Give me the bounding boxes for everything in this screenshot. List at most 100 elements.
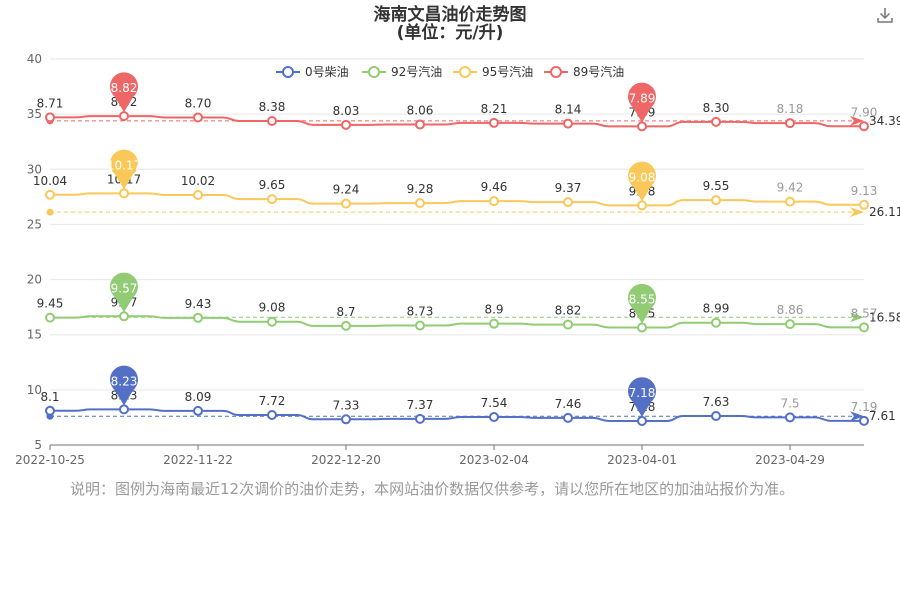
data-label: 8.71 bbox=[37, 96, 64, 110]
y-tick-label: 20 bbox=[27, 273, 42, 287]
min-pin-label: 7.89 bbox=[629, 91, 656, 105]
data-point bbox=[119, 311, 129, 322]
data-label: 8.82 bbox=[555, 304, 582, 318]
average-line-start bbox=[46, 208, 54, 216]
data-point bbox=[785, 118, 795, 129]
data-label: 10.04 bbox=[33, 174, 67, 188]
x-tick-label: 2022-12-20 bbox=[311, 453, 381, 467]
series-layer: 7.61 8.1 8.23 8.09 7.72 7.33 7.37 7.54 7.46 7.18 7… bbox=[33, 72, 900, 426]
data-label: 8.06 bbox=[407, 104, 434, 118]
data-label: 8.14 bbox=[555, 103, 582, 117]
data-point bbox=[415, 198, 425, 209]
legend-label: 0号柴油 bbox=[305, 65, 349, 79]
average-label: 7.61 bbox=[869, 409, 896, 423]
data-label: 8.18 bbox=[777, 102, 804, 116]
data-point bbox=[489, 318, 499, 329]
data-label: 8.21 bbox=[481, 102, 508, 116]
data-point bbox=[341, 198, 351, 209]
legend-item-3[interactable]: 89号汽油 bbox=[544, 64, 624, 79]
series-2: 26.11 10.04 10.17 10.02 9.65 9.24 9.28 9.46 9.37… bbox=[33, 149, 900, 219]
data-point bbox=[637, 200, 647, 211]
series-3: 34.39 8.71 8.82 8.70 8.38 8.03 8.06 8.21 8.14 7.8… bbox=[37, 72, 900, 132]
data-point bbox=[45, 405, 55, 416]
series-line bbox=[50, 115, 864, 128]
data-point bbox=[341, 414, 351, 425]
data-point bbox=[711, 410, 721, 421]
data-label: 8.1 bbox=[40, 390, 59, 404]
data-point bbox=[563, 319, 573, 330]
data-point bbox=[45, 112, 55, 123]
min-pin-label: 7.18 bbox=[629, 386, 656, 400]
data-label: 8.57 bbox=[851, 306, 878, 320]
average-label: 16.58 bbox=[869, 310, 900, 324]
data-label: 9.42 bbox=[777, 181, 804, 195]
legend-item-0[interactable]: 0号柴油 bbox=[276, 65, 349, 79]
average-line-arrow bbox=[850, 312, 864, 323]
series-1: 16.58 9.45 9.57 9.43 9.08 8.7 8.73 8.9 8.82 8.55 8… bbox=[37, 272, 900, 333]
data-point bbox=[267, 115, 277, 126]
y-tick-label: 40 bbox=[27, 52, 42, 66]
max-pin bbox=[110, 149, 139, 190]
data-point bbox=[637, 322, 647, 333]
data-label: 7.5 bbox=[780, 396, 799, 410]
data-label: 8.99 bbox=[703, 302, 730, 316]
legend-label: 92号汽油 bbox=[391, 64, 442, 79]
data-point bbox=[193, 189, 203, 200]
min-pin bbox=[628, 377, 657, 417]
data-point bbox=[711, 317, 721, 328]
data-point bbox=[859, 415, 869, 426]
average-line-arrow bbox=[850, 411, 864, 422]
data-point bbox=[785, 196, 795, 207]
chart-title: 海南文昌油价走势图 bbox=[374, 4, 527, 25]
min-pin-label: 8.55 bbox=[629, 293, 656, 307]
legend-label: 95号汽油 bbox=[482, 64, 533, 79]
data-label: 8.38 bbox=[259, 100, 286, 114]
data-point bbox=[785, 319, 795, 330]
data-label: 9.45 bbox=[37, 297, 64, 311]
data-label: 7.46 bbox=[555, 397, 582, 411]
legend-item-1[interactable]: 92号汽油 bbox=[362, 64, 442, 79]
data-point bbox=[193, 112, 203, 123]
data-point bbox=[637, 121, 647, 132]
data-label: 8.86 bbox=[777, 303, 804, 317]
average-line-arrow bbox=[850, 207, 864, 218]
legend-item-2[interactable]: 95号汽油 bbox=[453, 64, 533, 79]
average-label: 26.11 bbox=[869, 205, 900, 219]
series-0: 7.61 8.1 8.23 8.09 7.72 7.33 7.37 7.54 7.46 7.18 7… bbox=[40, 365, 896, 426]
data-label: 8.7 bbox=[336, 305, 355, 319]
data-point bbox=[637, 415, 647, 426]
data-point bbox=[563, 412, 573, 423]
data-point bbox=[563, 118, 573, 129]
data-point bbox=[45, 312, 55, 323]
data-point bbox=[267, 194, 277, 205]
data-label: 7.90 bbox=[851, 105, 878, 119]
x-tick-label: 2023-04-29 bbox=[755, 453, 825, 467]
grid bbox=[50, 58, 864, 446]
data-label: 7.37 bbox=[407, 398, 434, 412]
data-label: 9.43 bbox=[185, 297, 212, 311]
data-label: 8.70 bbox=[185, 96, 212, 110]
download-icon[interactable] bbox=[876, 6, 894, 24]
data-point bbox=[119, 188, 129, 199]
data-point bbox=[415, 413, 425, 424]
data-label: 9.65 bbox=[259, 178, 286, 192]
max-pin bbox=[110, 72, 138, 113]
data-point bbox=[563, 197, 573, 208]
data-point bbox=[341, 320, 351, 331]
footnote: 说明：图例为海南最近12次调价的油价走势，本网站油价数据仅供参考，请以您所在地区… bbox=[70, 480, 795, 498]
data-point bbox=[489, 196, 499, 207]
data-point bbox=[859, 121, 869, 132]
max-pin-label: 8.23 bbox=[111, 374, 138, 388]
data-point bbox=[119, 404, 129, 415]
series-line bbox=[50, 408, 864, 422]
series-line bbox=[50, 315, 864, 329]
legend-symbol bbox=[368, 66, 380, 78]
data-point bbox=[489, 117, 499, 128]
data-point bbox=[45, 189, 55, 200]
data-label: 9.55 bbox=[703, 179, 730, 193]
data-point bbox=[341, 119, 351, 130]
data-point bbox=[267, 410, 277, 421]
data-point bbox=[859, 199, 869, 210]
y-tick-label: 10 bbox=[27, 383, 42, 397]
data-label: 7.54 bbox=[481, 396, 508, 410]
